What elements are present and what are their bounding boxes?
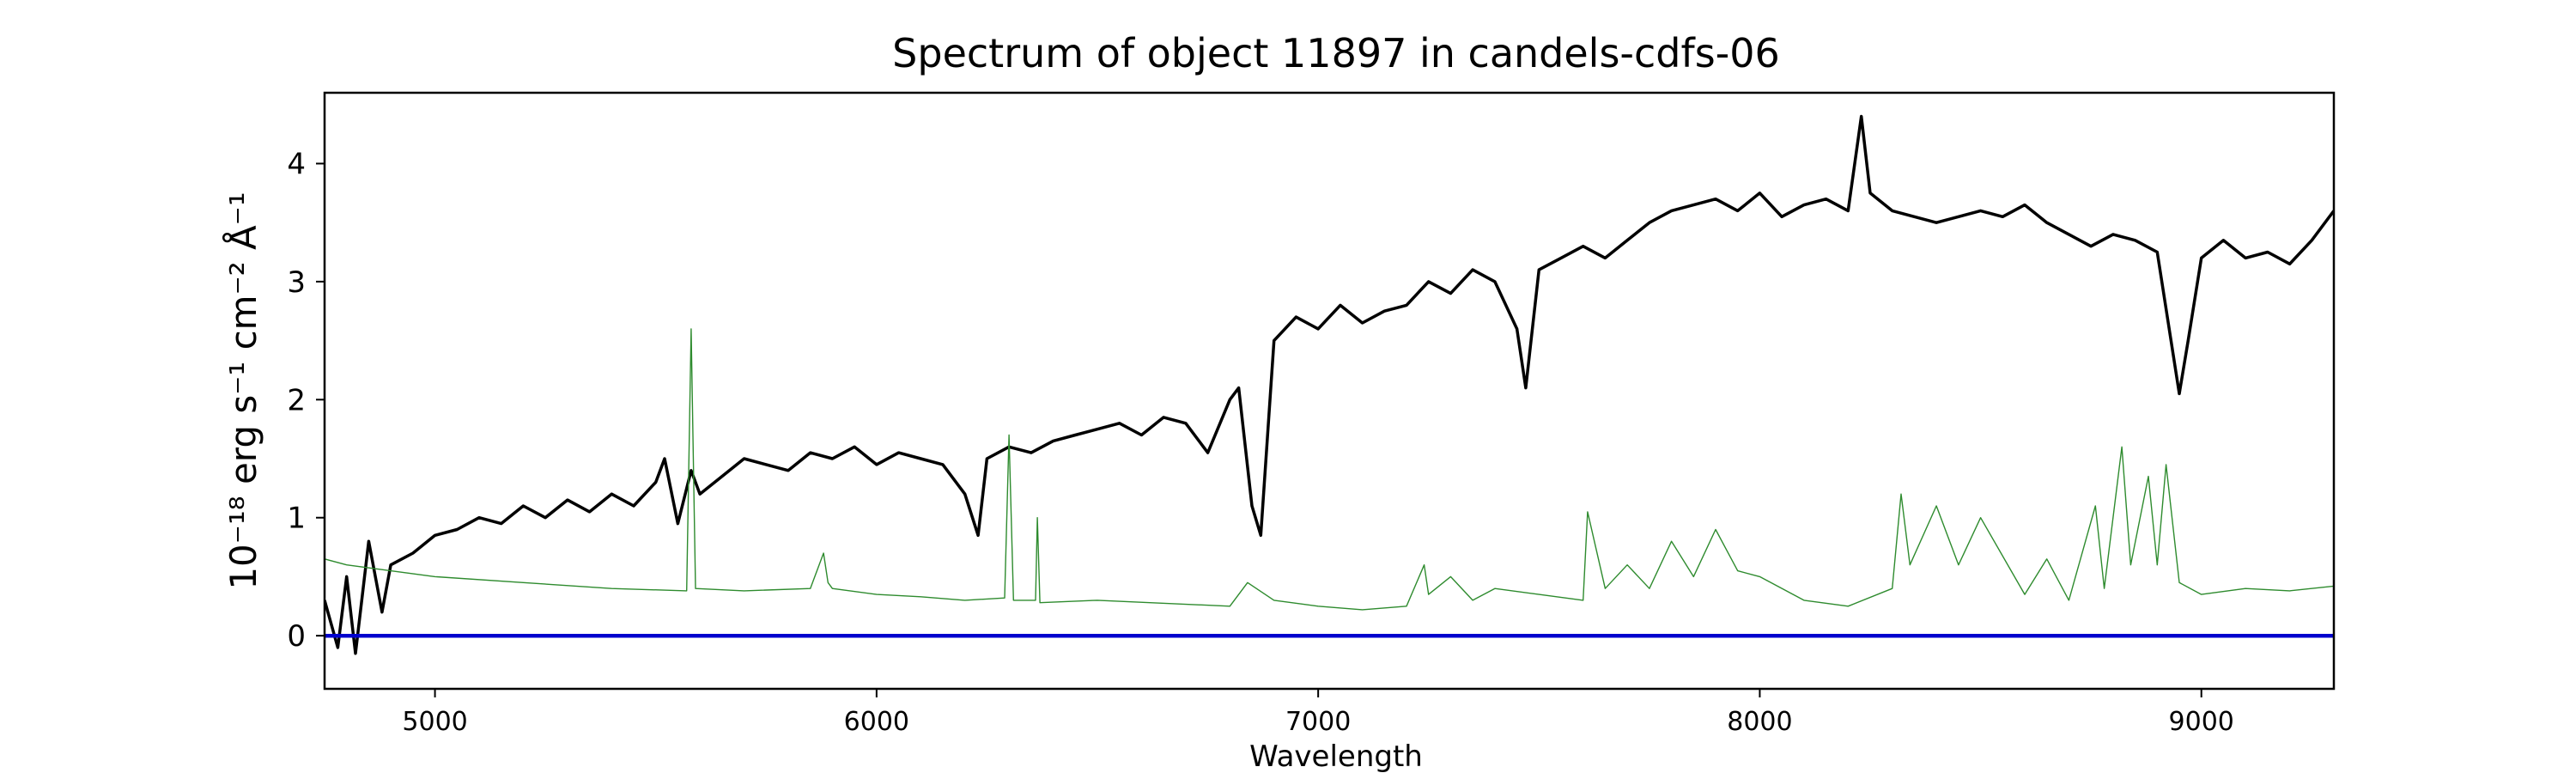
y-tick-label: 2 xyxy=(287,383,306,417)
x-tick-label: 9000 xyxy=(2169,707,2234,737)
series-line-1 xyxy=(325,114,2334,655)
x-tick-label: 5000 xyxy=(402,707,467,737)
x-axis-label: Wavelength xyxy=(1249,740,1423,773)
plot-frame xyxy=(323,91,2336,691)
y-tick-label: 4 xyxy=(287,147,306,181)
series-layer xyxy=(325,114,2334,655)
chart-title: Spectrum of object 11897 in candels-cdfs… xyxy=(892,30,1780,76)
x-tick-label: 8000 xyxy=(1727,707,1792,737)
x-tick-label: 6000 xyxy=(844,707,909,737)
y-tick-label: 3 xyxy=(287,265,306,300)
ticks-layer: 5000 6000 7000 8000 9000 0 1 2 3 4 xyxy=(287,147,2234,737)
y-tick-label: 0 xyxy=(287,619,306,654)
y-axis-label: 10⁻¹⁸ erg s⁻¹ cm⁻² Å⁻¹ xyxy=(222,192,264,589)
y-tick-label: 1 xyxy=(287,502,306,536)
series-line-2 xyxy=(325,328,2334,611)
x-tick-label: 7000 xyxy=(1285,707,1351,737)
